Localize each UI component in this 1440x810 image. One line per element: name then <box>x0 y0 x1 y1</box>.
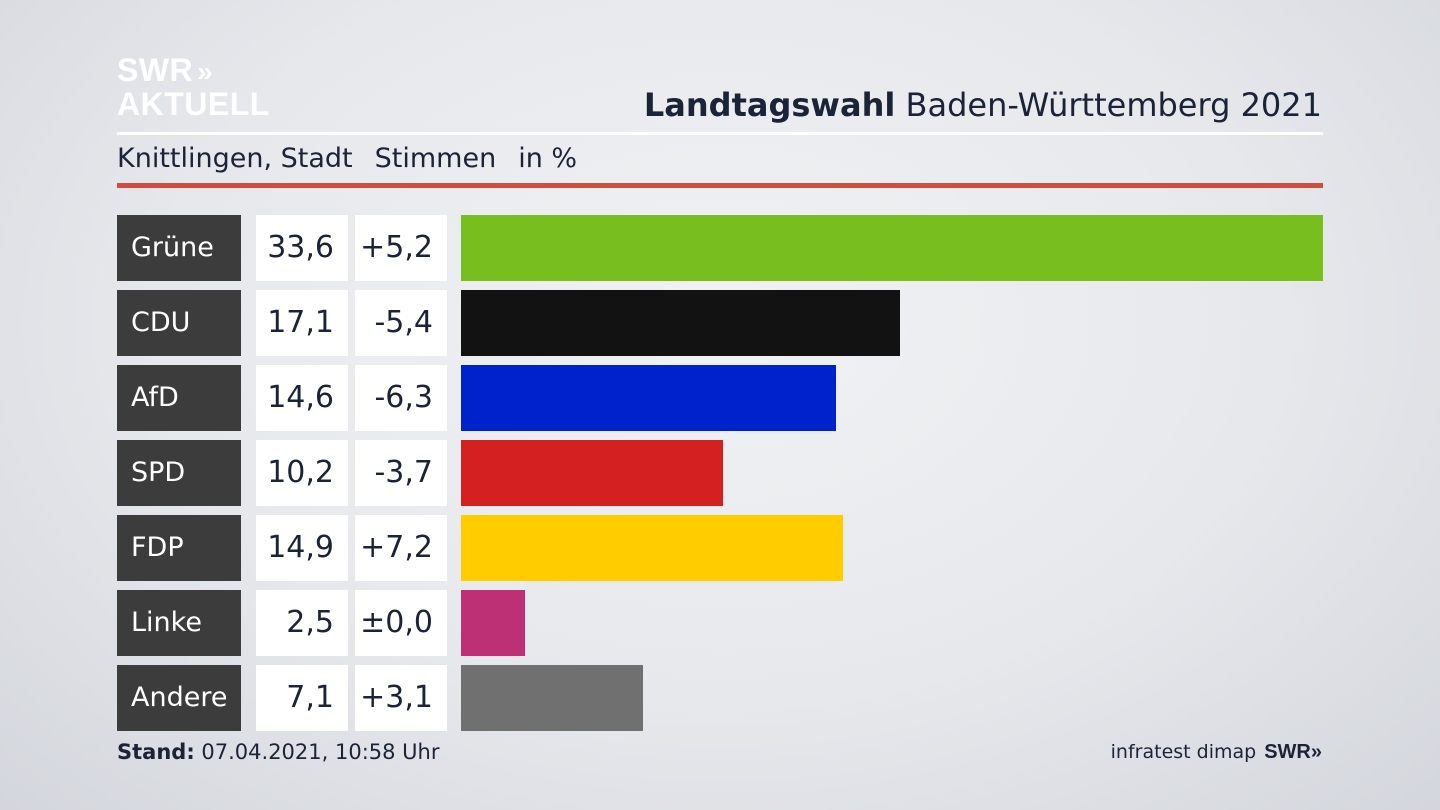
bar-linke <box>461 590 525 656</box>
chart-row: Andere 7,1 +3,1 <box>117 665 1323 731</box>
vote-share-value: 33,6 <box>256 215 348 281</box>
bar-andere <box>461 665 643 731</box>
accent-divider <box>117 183 1323 188</box>
measure-label: Stimmen <box>374 143 497 174</box>
chart-row: AfD 14,6 -6,3 <box>117 365 1323 431</box>
bar-fdp <box>461 515 843 581</box>
bar-cdu <box>461 290 900 356</box>
party-label: AfD <box>117 365 241 431</box>
logo-aktuell-text: AKTUELL <box>117 86 270 122</box>
timestamp: Stand: 07.04.2021, 10:58 Uhr <box>117 740 440 764</box>
vote-share-value: 14,9 <box>256 515 348 581</box>
title-rest: Baden-Württemberg 2021 <box>895 86 1323 124</box>
vote-change-value: +5,2 <box>355 215 447 281</box>
vote-change-value: +7,2 <box>355 515 447 581</box>
chart-row: CDU 17,1 -5,4 <box>117 290 1323 356</box>
vote-change-value: -3,7 <box>355 440 447 506</box>
vote-share-value: 10,2 <box>256 440 348 506</box>
stand-value: 07.04.2021, 10:58 Uhr <box>194 740 440 764</box>
vote-change-value: -5,4 <box>355 290 447 356</box>
logo-swr-text: SWR <box>117 52 194 88</box>
party-label: Grüne <box>117 215 241 281</box>
bar-spd <box>461 440 723 506</box>
location-label: Knittlingen, Stadt <box>117 143 353 174</box>
source-label: infratest dimap <box>1110 741 1257 763</box>
party-label: CDU <box>117 290 241 356</box>
swr-brand-logo: SWR» <box>1264 741 1322 763</box>
vote-share-value: 17,1 <box>256 290 348 356</box>
chart-row: SPD 10,2 -3,7 <box>117 440 1323 506</box>
unit-label: in % <box>518 143 578 174</box>
party-label: SPD <box>117 440 241 506</box>
page-title: Landtagswahl Baden-Württemberg 2021 <box>644 86 1322 124</box>
chart-row: Linke 2,5 ±0,0 <box>117 590 1323 656</box>
subheader: Knittlingen, Stadt Stimmen in % <box>117 143 599 174</box>
party-label: Andere <box>117 665 241 731</box>
title-bold: Landtagswahl <box>643 86 896 124</box>
party-label: Linke <box>117 590 241 656</box>
chart-row: Grüne 33,6 +5,2 <box>117 215 1323 281</box>
chart-row: FDP 14,9 +7,2 <box>117 515 1323 581</box>
header-divider <box>117 132 1323 135</box>
vote-share-value: 7,1 <box>256 665 348 731</box>
vote-share-value: 2,5 <box>256 590 348 656</box>
bar-grüne <box>461 215 1323 281</box>
vote-share-value: 14,6 <box>256 365 348 431</box>
logo-chevron-icon: » <box>197 56 212 87</box>
swr-aktuell-logo: SWR» AKTUELL <box>117 54 270 120</box>
vote-change-value: ±0,0 <box>355 590 447 656</box>
vote-change-value: +3,1 <box>355 665 447 731</box>
bar-afd <box>461 365 836 431</box>
vote-change-value: -6,3 <box>355 365 447 431</box>
stand-label: Stand: <box>117 740 195 764</box>
party-label: FDP <box>117 515 241 581</box>
source-credit: infratest dimap SWR» <box>1111 741 1322 764</box>
